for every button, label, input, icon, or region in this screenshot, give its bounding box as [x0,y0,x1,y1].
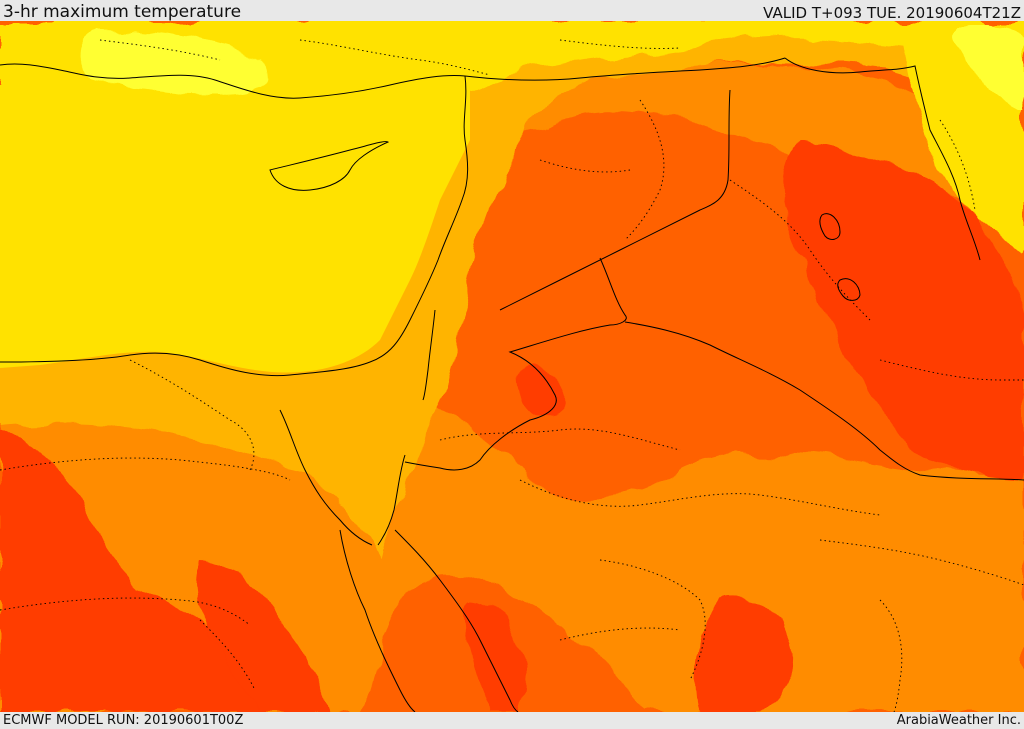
coastlines [0,57,1024,712]
header-bar: 3-hr maximum temperature VALID T+093 TUE… [0,0,1024,22]
band-red-hejaz [463,600,526,712]
model-run-label: ECMWF MODEL RUN: 20190601T00Z [3,713,244,728]
band-red-jordan [518,366,566,417]
credit-label: ArabiaWeather Inc. [896,713,1021,728]
temperature-map [0,21,1024,712]
band-red-saudi [696,597,793,712]
valid-time: VALID T+093 TUE. 20190604T21Z [763,4,1021,22]
admin-boundaries [0,39,1024,712]
band-orange-north [470,63,1024,230]
band-yellow-light-ne [954,25,1024,110]
band-red-egypt [0,430,320,712]
map-title: 3-hr maximum temperature [3,2,242,22]
band-red-sudan-coast [194,560,330,712]
footer-bar: ECMWF MODEL RUN: 20190601T00Z ArabiaWeat… [0,712,1024,729]
band-yellow-light-turkey [79,30,268,95]
band-red-iraq [784,140,1024,480]
